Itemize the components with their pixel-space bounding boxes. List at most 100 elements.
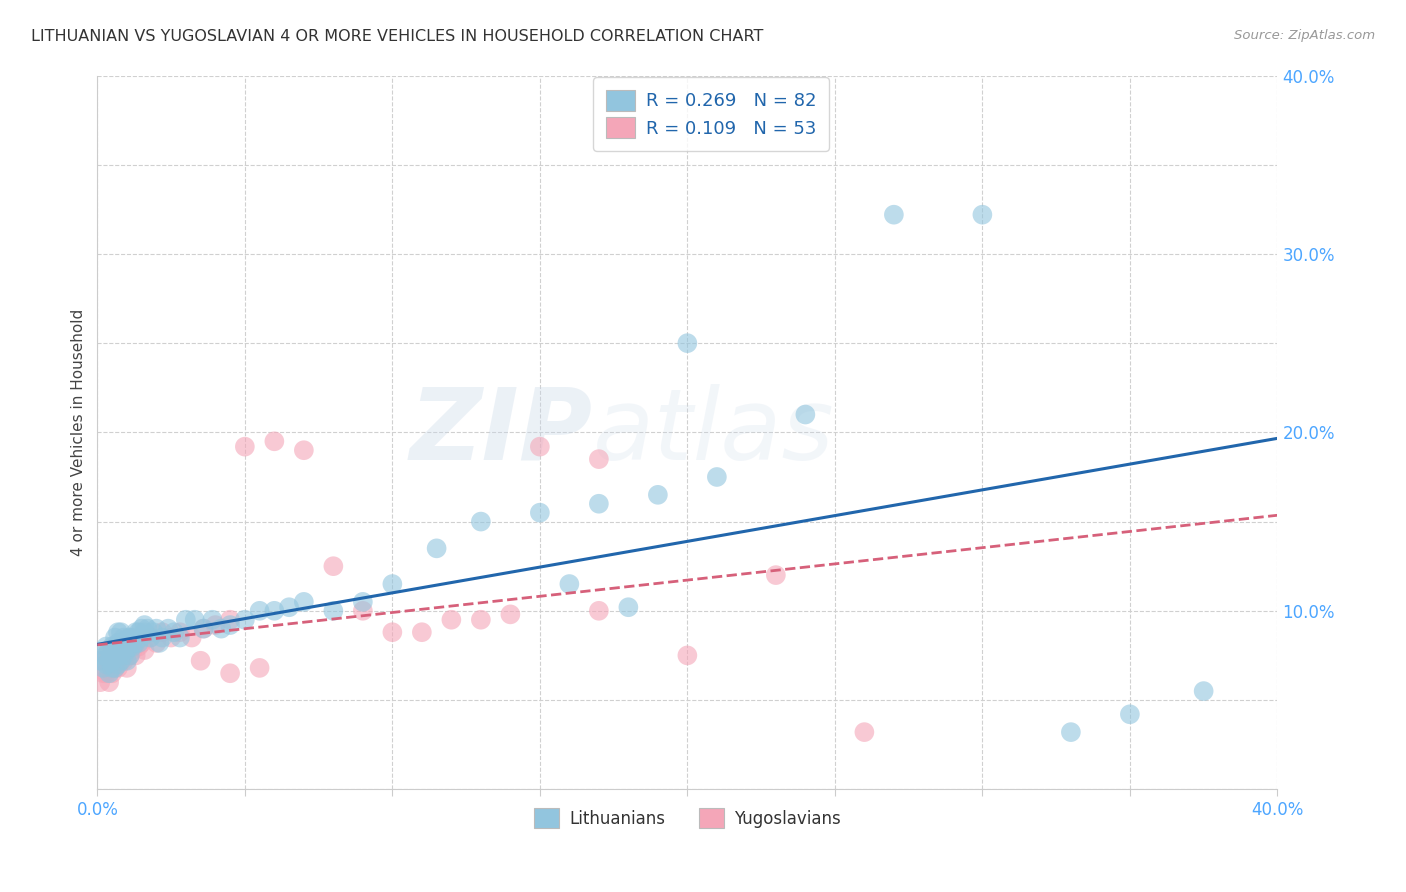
Point [676, 648, 699, 663]
Point [529, 506, 551, 520]
Point [322, 604, 344, 618]
Point [98, 666, 121, 681]
Point [134, 625, 156, 640]
Point [104, 631, 127, 645]
Point [233, 440, 256, 454]
Point [125, 648, 148, 663]
Text: LITHUANIAN VS YUGOSLAVIAN 4 OR MORE VEHICLES IN HOUSEHOLD CORRELATION CHART: LITHUANIAN VS YUGOSLAVIAN 4 OR MORE VEHI… [31, 29, 763, 44]
Point [163, 625, 186, 640]
Point [128, 636, 150, 650]
Point [617, 600, 640, 615]
Point [110, 636, 132, 650]
Point [150, 631, 173, 645]
Point [190, 654, 212, 668]
Point [121, 640, 143, 654]
Point [96, 657, 118, 672]
Point [107, 636, 129, 650]
Point [139, 631, 162, 645]
Point [139, 631, 162, 645]
Point [263, 434, 285, 449]
Point [352, 604, 374, 618]
Point [91, 654, 114, 668]
Point [219, 613, 242, 627]
Point [972, 208, 994, 222]
Point [125, 625, 148, 640]
Point [112, 640, 135, 654]
Point [125, 636, 148, 650]
Point [112, 640, 135, 654]
Point [142, 625, 165, 640]
Point [101, 661, 124, 675]
Point [104, 661, 127, 675]
Point [169, 631, 191, 645]
Point [101, 648, 124, 663]
Point [529, 440, 551, 454]
Point [794, 408, 817, 422]
Point [96, 640, 118, 654]
Point [853, 725, 876, 739]
Point [1119, 707, 1142, 722]
Point [118, 648, 141, 663]
Point [588, 452, 610, 467]
Point [440, 613, 463, 627]
Point [131, 622, 153, 636]
Point [1192, 684, 1215, 698]
Point [104, 648, 127, 663]
Point [115, 632, 138, 647]
Point [131, 636, 153, 650]
Point [292, 595, 315, 609]
Point [322, 559, 344, 574]
Point [411, 625, 433, 640]
Point [145, 622, 167, 636]
Point [193, 622, 215, 636]
Point [470, 515, 492, 529]
Point [647, 488, 669, 502]
Y-axis label: 4 or more Vehicles in Household: 4 or more Vehicles in Household [72, 309, 86, 556]
Point [278, 600, 301, 615]
Point [101, 643, 124, 657]
Point [110, 643, 132, 657]
Point [96, 666, 118, 681]
Point [89, 675, 111, 690]
Point [169, 625, 191, 640]
Point [98, 654, 121, 668]
Point [1060, 725, 1083, 739]
Point [381, 577, 404, 591]
Point [499, 607, 522, 622]
Point [115, 643, 138, 657]
Point [96, 648, 118, 663]
Point [558, 577, 581, 591]
Point [588, 497, 610, 511]
Point [183, 613, 205, 627]
Point [128, 640, 150, 654]
Point [115, 654, 138, 668]
Point [107, 647, 129, 661]
Text: Source: ZipAtlas.com: Source: ZipAtlas.com [1234, 29, 1375, 42]
Point [233, 613, 256, 627]
Point [118, 640, 141, 654]
Point [107, 625, 129, 640]
Point [249, 604, 271, 618]
Text: ZIP: ZIP [411, 384, 593, 481]
Point [110, 654, 132, 668]
Point [91, 661, 114, 675]
Point [883, 208, 905, 222]
Point [706, 470, 728, 484]
Point [765, 568, 787, 582]
Point [121, 643, 143, 657]
Point [112, 631, 135, 645]
Point [588, 604, 610, 618]
Point [110, 654, 132, 668]
Point [136, 622, 159, 636]
Point [470, 613, 492, 627]
Point [209, 622, 232, 636]
Point [118, 631, 141, 645]
Point [91, 648, 114, 663]
Point [107, 661, 129, 675]
Legend: Lithuanians, Yugoslavians: Lithuanians, Yugoslavians [527, 802, 846, 834]
Point [104, 640, 127, 654]
Point [104, 661, 127, 675]
Point [96, 648, 118, 663]
Point [193, 622, 215, 636]
Point [219, 618, 242, 632]
